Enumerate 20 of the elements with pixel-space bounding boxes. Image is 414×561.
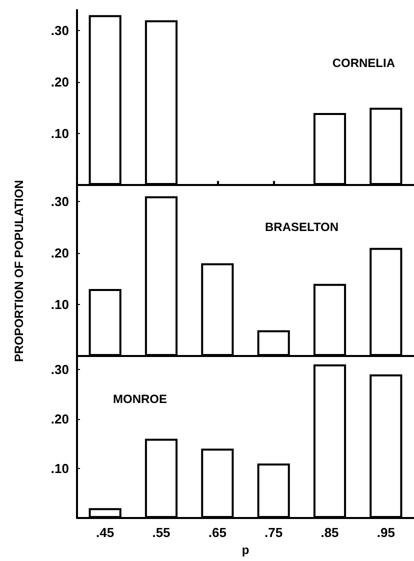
y-tick-label: .20	[50, 74, 69, 90]
text: BRASELTON	[265, 220, 339, 234]
x-tick-label: .65	[208, 525, 226, 540]
x-tick-label: .55	[152, 525, 170, 540]
y-tick-label: .20	[50, 411, 69, 426]
text: CORNELIA	[332, 56, 396, 70]
x-tick-label: .45	[96, 525, 114, 540]
x-tick-label: .75	[264, 525, 283, 540]
y-tick-label: .20	[50, 245, 69, 260]
y-tick-label: .30	[50, 362, 69, 377]
x-tick-label: .95	[376, 525, 395, 540]
y-tick-label: .30	[50, 194, 69, 209]
x-axis-title: p	[242, 543, 250, 557]
text: MONROE	[113, 392, 167, 406]
y-tick-label: .10	[50, 296, 69, 312]
x-tick-label: .85	[320, 525, 339, 540]
y-tick-label: .30	[50, 23, 69, 38]
y-tick-label: .10	[50, 126, 69, 142]
y-axis-title: PROPORTION OF POPULATION	[12, 180, 26, 362]
y-tick-label: .10	[50, 460, 69, 476]
